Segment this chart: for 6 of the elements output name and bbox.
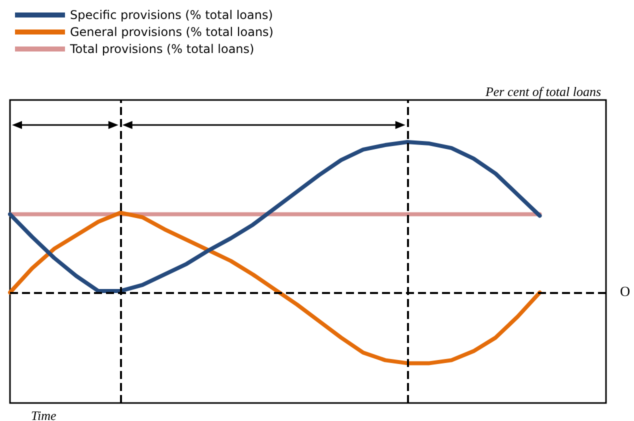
- legend-label: Total provisions (% total loans): [69, 42, 254, 56]
- legend-label: General provisions (% total loans): [70, 25, 274, 39]
- x-axis-title: Time: [31, 408, 57, 421]
- y-axis-title: Per cent of total loans: [484, 84, 602, 99]
- legend-label: Specific provisions (% total loans): [70, 8, 273, 22]
- ref-line-label: O: [620, 284, 630, 300]
